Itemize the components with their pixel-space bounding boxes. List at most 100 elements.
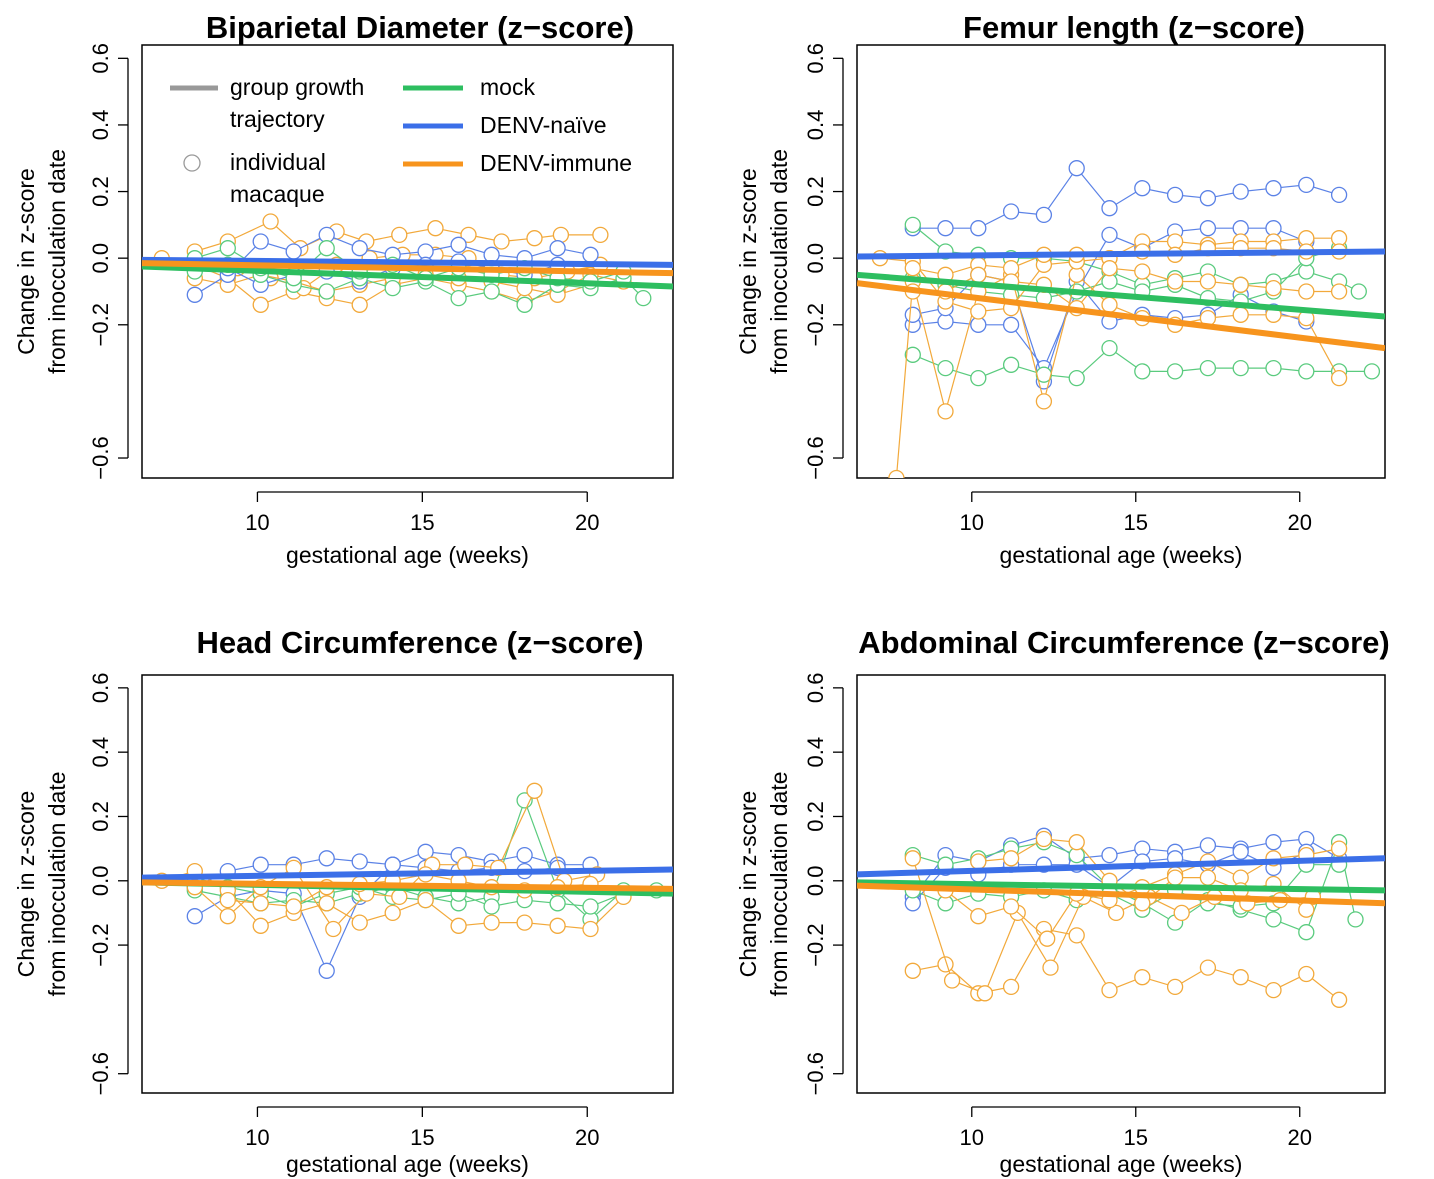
individual-point-immune [391, 226, 408, 244]
legend-individual-label-2: macaque [230, 181, 325, 207]
individual-point-naive [1035, 206, 1053, 224]
individual-point-naive [351, 853, 368, 870]
individual-point-immune [526, 782, 543, 799]
y-tick-label: −0.6 [803, 436, 828, 479]
individual-point-naive [1101, 200, 1118, 217]
group-line-mock [857, 271, 1385, 320]
y-axis-label: from inocculation date [766, 149, 792, 374]
group-line-immune [142, 879, 673, 892]
y-tick-label: 0.2 [803, 801, 828, 832]
x-tick-label: 10 [245, 1125, 269, 1150]
group-line-immune [142, 260, 673, 277]
x-tick-label: 20 [575, 1125, 599, 1150]
individual-point-naive [252, 233, 269, 250]
individual-point-naive [450, 236, 467, 253]
individual-point-naive [252, 856, 269, 873]
individual-point-immune [937, 956, 954, 973]
individual-point-immune [1042, 959, 1059, 976]
y-axis-label: from inocculation date [44, 149, 70, 374]
group-line-naive [857, 855, 1385, 878]
group-line-mock [857, 879, 1385, 894]
individual-point-immune [970, 908, 987, 925]
panel-title: Head Circumference (z−score) [196, 625, 643, 660]
individual-point-immune [976, 985, 994, 1002]
individual-point-immune [1107, 904, 1125, 922]
y-axis-label: from inocculation date [44, 771, 70, 996]
panel-title: Biparietal Diameter (z−score) [206, 10, 634, 45]
individual-point-immune [1039, 930, 1056, 947]
individual-point-immune [1134, 969, 1151, 986]
y-axis-label: Change in z-score [13, 791, 39, 978]
y-tick-label: −0.6 [88, 436, 113, 479]
data-marks [142, 213, 673, 313]
individual-point-naive [970, 220, 987, 237]
individual-point-naive [1101, 846, 1118, 864]
data-marks [857, 827, 1385, 1008]
individual-point-mock [549, 895, 566, 912]
panel-abdominal-circumference: Abdominal Circumference (z−score) 0.6 0.4 0… [735, 625, 1390, 1177]
y-tick-label: −0.2 [88, 923, 113, 966]
individual-point-mock [219, 240, 236, 257]
individual-point-mock [1199, 359, 1217, 377]
individual-point-immune [427, 220, 444, 237]
individual-point-immune [1166, 978, 1184, 996]
individual-point-immune [1002, 978, 1020, 996]
individual-point-mock [1350, 283, 1367, 300]
individual-point-naive [1232, 843, 1249, 860]
individual-point-immune [252, 895, 269, 912]
y-tick-label: 0.6 [88, 673, 113, 704]
individual-point-immune [1166, 869, 1184, 886]
individual-point-immune [937, 403, 954, 420]
individual-point-immune [493, 233, 510, 250]
x-axis-label: gestational age (weeks) [1000, 542, 1243, 568]
individual-point-immune [219, 891, 236, 909]
x-tick-label: 10 [245, 510, 269, 535]
individual-point-immune [1134, 263, 1151, 280]
individual-point-naive [1166, 186, 1184, 204]
individual-point-mock [937, 359, 954, 377]
individual-point-immune [970, 266, 987, 283]
x-axis-label: gestational age (weeks) [286, 542, 529, 568]
individual-point-immune [1232, 276, 1249, 293]
group-line-naive [857, 248, 1385, 260]
individual-point-mock [384, 279, 401, 297]
individual-point-mock [1068, 369, 1085, 387]
panel-title: Femur length (z−score) [963, 10, 1305, 45]
individual-point-immune [592, 226, 609, 244]
individual-point-naive [186, 908, 203, 925]
individual-point-mock [1002, 356, 1020, 373]
y-tick-label: 0.0 [803, 243, 828, 274]
y-tick-label: 0.6 [803, 673, 828, 704]
x-tick-label: 20 [575, 510, 599, 535]
individual-point-immune [1232, 306, 1249, 323]
legend-naive-label: DENV-naïve [480, 112, 607, 138]
y-tick-label: −0.2 [803, 923, 828, 966]
individual-point-immune [1166, 273, 1184, 290]
individual-point-naive [1199, 220, 1217, 237]
plot-frame [856, 44, 1386, 479]
individual-point-naive [937, 220, 954, 237]
individual-point-mock [318, 283, 335, 300]
individual-point-immune [1298, 965, 1315, 983]
individual-point-naive [549, 240, 566, 257]
individual-point-mock [318, 240, 335, 257]
individual-point-immune [252, 917, 269, 934]
y-axis-label: from inocculation date [766, 771, 792, 996]
individual-point-immune [252, 296, 269, 313]
y-tick-label: 0.2 [88, 801, 113, 832]
individual-point-naive [1002, 316, 1020, 333]
individual-point-immune [1035, 393, 1053, 410]
individual-point-immune [1199, 869, 1217, 886]
x-tick-label: 10 [960, 510, 984, 535]
y-tick-label: 0.4 [803, 110, 828, 141]
individual-point-immune [1002, 898, 1020, 915]
y-tick-label: 0.4 [88, 110, 113, 141]
y-axis-label: Change in z-score [735, 791, 761, 978]
data-marks [857, 160, 1385, 478]
individual-point-mock [1298, 363, 1315, 380]
individual-point-immune [516, 914, 533, 931]
y-tick-label: 0.2 [88, 176, 113, 207]
legend-individual-swatch [183, 154, 201, 172]
x-tick-label: 15 [410, 1125, 434, 1150]
